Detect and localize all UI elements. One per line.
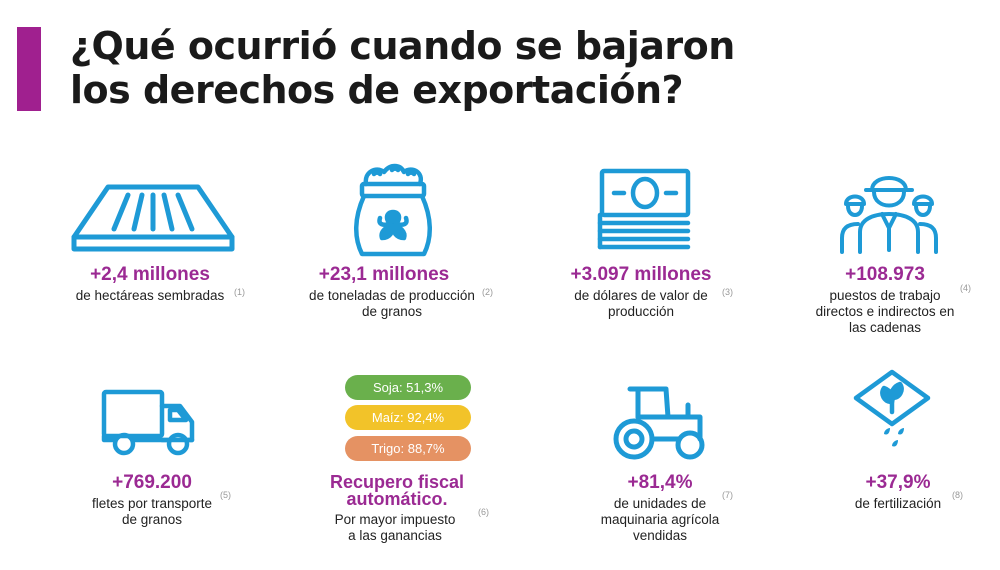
recupero-line-2: automático.	[346, 489, 448, 509]
item-4-desc-line-2: directos e indirectos en	[815, 304, 955, 319]
item-1-value: +2,4 millones	[90, 264, 210, 285]
item-5-note: (5)	[220, 490, 231, 500]
field-rows-icon	[70, 183, 236, 253]
banknotes-icon	[596, 167, 692, 253]
item-2-value: +23,1 millones	[318, 264, 450, 285]
item-4-desc-line-3: las cadenas	[848, 320, 922, 335]
item-2-desc-line-2: de granos	[361, 304, 423, 319]
title-line-2: los derechos de exportación?	[70, 68, 684, 112]
item-6-desc-line-2: a las ganancias	[348, 528, 442, 543]
item-5-desc-line-2: de granos	[121, 512, 183, 527]
pill-trigo: Trigo: 88,7%	[345, 436, 471, 461]
item-5-desc-line-1: fletes por transporte	[91, 496, 213, 511]
item-7-desc: de unidades de maquinaria agrícola vendi…	[601, 496, 720, 544]
item-2-note: (2)	[482, 287, 493, 297]
item-2-desc: de toneladas de producción de granos	[309, 288, 475, 320]
item-1-desc: de hectáreas sembradas	[76, 288, 225, 304]
accent-bar	[17, 27, 41, 111]
item-8-value: +37,9%	[865, 472, 931, 493]
tractor-icon	[612, 385, 708, 463]
grain-sack-icon	[352, 162, 434, 258]
page-title: ¿Qué ocurrió cuando se bajaron los derec…	[70, 24, 735, 112]
item-8-desc: de fertilización	[855, 496, 941, 512]
item-4-desc: puestos de trabajo directos e indirectos…	[816, 288, 955, 336]
item-7-desc-line-1: de unidades de	[613, 496, 707, 511]
fertilizer-icon	[850, 368, 934, 460]
item-8-desc-line: de fertilización	[854, 496, 942, 511]
item-7-note: (7)	[722, 490, 733, 500]
item-6-note: (6)	[478, 507, 489, 517]
item-7-value: +81,4%	[627, 472, 693, 493]
item-7-desc-line-2: maquinaria agrícola	[600, 512, 720, 527]
item-3-note: (3)	[722, 287, 733, 297]
item-5-value: +769.200	[112, 472, 192, 493]
item-7-desc-line-3: vendidas	[632, 528, 688, 543]
item-4-note: (4)	[960, 283, 971, 293]
item-3-value: +3.097 millones	[570, 264, 712, 285]
item-6-desc: Por mayor impuesto a las ganancias	[335, 512, 456, 544]
item-2-desc-line-1: de toneladas de producción	[309, 288, 475, 303]
item-1-note: (1)	[234, 287, 245, 297]
item-3-desc: de dólares de valor de producción	[574, 288, 708, 320]
item-4-value: +108.973	[845, 264, 925, 285]
item-3-desc-line-2: producción	[607, 304, 675, 319]
recupero-title: Recupero fiscal automático.	[329, 472, 465, 509]
item-6-desc-line-1: Por mayor impuesto	[334, 512, 456, 527]
item-4-desc-line-1: puestos de trabajo	[829, 288, 941, 303]
title-line-1: ¿Qué ocurrió cuando se bajaron	[70, 24, 735, 68]
truck-icon	[100, 388, 196, 458]
pill-soja: Soja: 51,3%	[345, 375, 471, 400]
item-1-desc-line: de hectáreas sembradas	[75, 288, 225, 303]
item-8-note: (8)	[952, 490, 963, 500]
recupero-line-1: Recupero fiscal	[329, 472, 465, 492]
pill-maiz: Maíz: 92,4%	[345, 405, 471, 430]
item-3-desc-line-1: de dólares de valor de	[574, 288, 708, 303]
workers-group-icon	[838, 162, 940, 256]
item-5-desc: fletes por transporte de granos	[92, 496, 212, 528]
